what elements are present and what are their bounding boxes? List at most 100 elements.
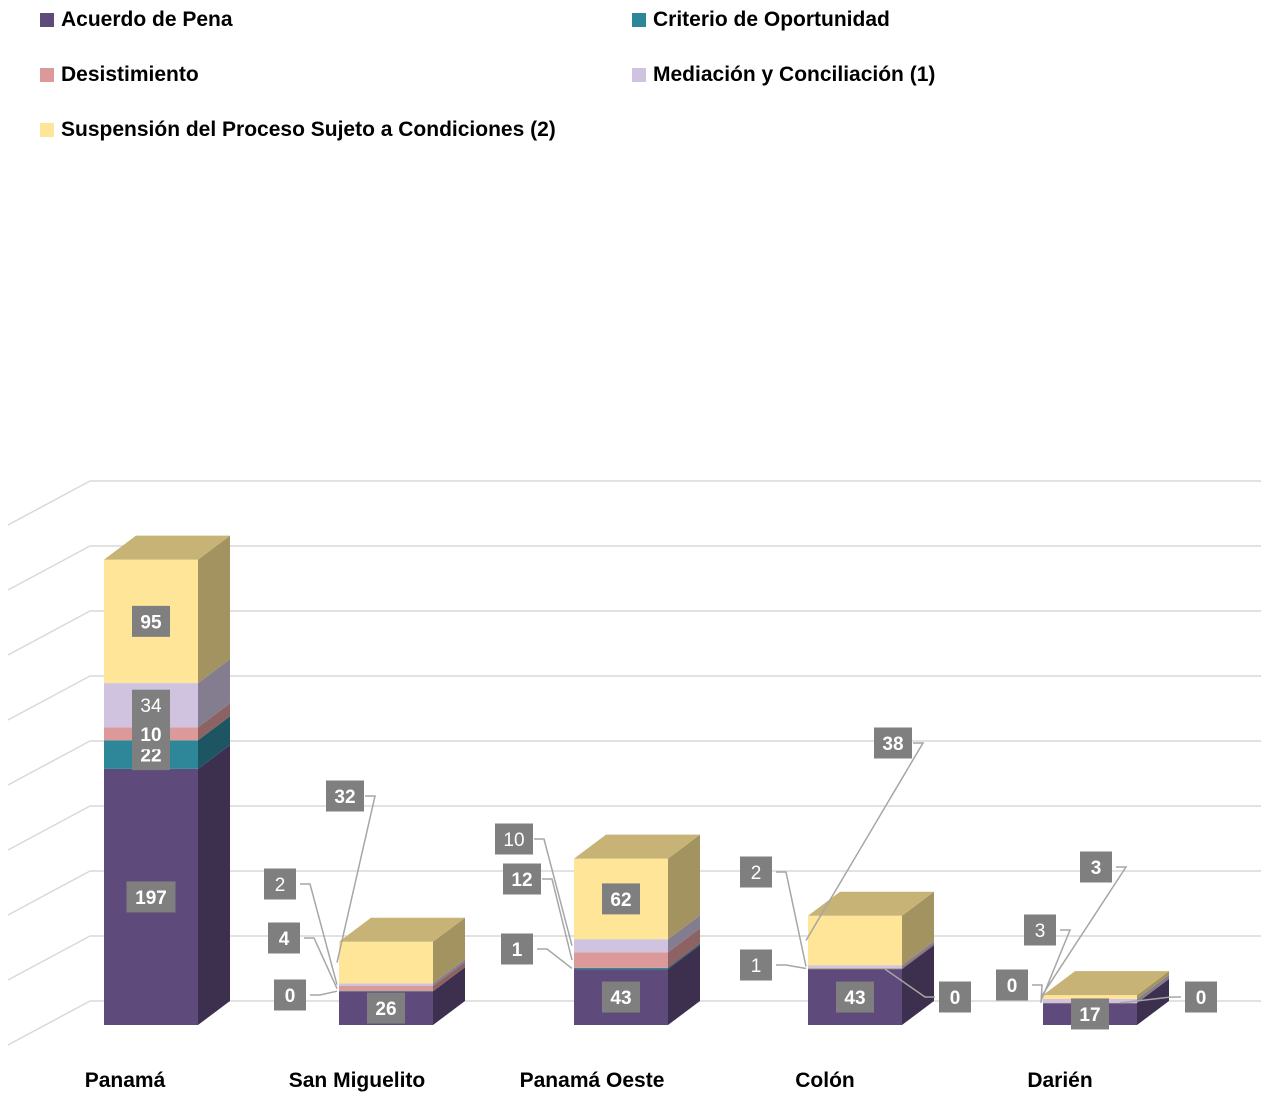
gridline-side-200 bbox=[7, 740, 91, 786]
category-label-panama: Panamá bbox=[85, 1069, 166, 1092]
data-label-suspension-del-proceso-sujeto-a-condiciones-2-colon: 38 bbox=[882, 734, 903, 755]
bar-side-suspension-del-proceso-sujeto-a-condiciones-2-darien bbox=[1137, 971, 1169, 999]
data-label-box-mediacion-y-conciliacion-1-colon bbox=[740, 856, 772, 888]
bar-top-colon bbox=[808, 891, 934, 916]
bar-side-mediacion-y-conciliacion-1-panama-oeste bbox=[668, 915, 700, 953]
data-label-criterio-de-oportunidad-darien: 0 bbox=[1196, 988, 1207, 1009]
data-label-box-criterio-de-oportunidad-san-miguelito bbox=[274, 979, 306, 1011]
bar-desistimiento-san-miguelito bbox=[339, 986, 433, 992]
category-label-san-miguelito: San Miguelito bbox=[289, 1069, 426, 1092]
gridline-side-300 bbox=[7, 610, 91, 656]
data-label-box-mediacion-y-conciliacion-1-panama bbox=[132, 689, 170, 721]
legend-item-acuerdo-de-pena: Acuerdo de Pena bbox=[40, 8, 233, 32]
bar-side-acuerdo-de-pena-colon bbox=[902, 945, 934, 1025]
bar-side-criterio-de-oportunidad-panama-oeste bbox=[668, 943, 700, 970]
data-label-criterio-de-oportunidad-panama: 22 bbox=[140, 746, 161, 767]
bar-side-mediacion-y-conciliacion-1-colon bbox=[902, 941, 934, 968]
data-label-box-acuerdo-de-pena-colon bbox=[836, 981, 874, 1013]
bar-side-desistimiento-panama-oeste bbox=[668, 928, 700, 968]
bar-side-mediacion-y-conciliacion-1-darien bbox=[1137, 975, 1169, 1003]
bar-desistimiento-panama-oeste bbox=[574, 952, 668, 968]
leader-line-suspension-del-proceso-sujeto-a-condiciones-2-darien bbox=[1040, 866, 1128, 998]
bar-side-criterio-de-oportunidad-panama bbox=[198, 716, 230, 769]
data-label-box-criterio-de-oportunidad-panama-oeste bbox=[501, 933, 533, 965]
category-label-darien: Darién bbox=[1027, 1069, 1092, 1092]
bar-side-mediacion-y-conciliacion-1-panama bbox=[198, 659, 230, 728]
legend-label-mediacion-y-conciliacion: Mediación y Conciliación (1) bbox=[653, 63, 936, 86]
leader-line-desistimiento-san-miguelito bbox=[304, 937, 338, 989]
leader-line-mediacion-y-conciliacion-1-colon bbox=[776, 871, 807, 967]
bar-desistimiento-colon bbox=[808, 967, 902, 970]
legend-swatch-suspension-del-proceso bbox=[40, 123, 54, 137]
data-label-mediacion-y-conciliacion-1-panama-oeste: 10 bbox=[503, 830, 524, 851]
data-label-box-acuerdo-de-pena-panama-oeste bbox=[602, 981, 640, 1013]
data-label-box-desistimiento-panama-oeste bbox=[503, 863, 541, 895]
data-label-suspension-del-proceso-sujeto-a-condiciones-2-panama-oeste: 62 bbox=[610, 890, 631, 911]
data-label-desistimiento-colon: 1 bbox=[751, 956, 762, 977]
data-label-box-criterio-de-oportunidad-colon bbox=[939, 981, 971, 1013]
gridline-side-400 bbox=[7, 480, 91, 526]
bar-side-suspension-del-proceso-sujeto-a-condiciones-2-colon bbox=[902, 891, 934, 966]
leader-line-mediacion-y-conciliacion-1-san-miguelito bbox=[300, 883, 338, 985]
data-label-mediacion-y-conciliacion-1-colon: 2 bbox=[751, 863, 762, 884]
data-label-box-acuerdo-de-pena-san-miguelito bbox=[367, 992, 405, 1024]
legend-label-criterio-de-oportunidad: Criterio de Oportunidad bbox=[653, 8, 890, 31]
bar-criterio-de-oportunidad-panama-oeste bbox=[574, 967, 668, 970]
data-label-criterio-de-oportunidad-san-miguelito: 0 bbox=[285, 986, 296, 1007]
bar-suspension-del-proceso-sujeto-a-condiciones-2-colon bbox=[808, 915, 902, 966]
bar-suspension-del-proceso-sujeto-a-condiciones-2-san-miguelito bbox=[339, 941, 433, 984]
data-label-acuerdo-de-pena-colon: 43 bbox=[844, 988, 865, 1009]
legend-label-desistimiento: Desistimiento bbox=[61, 63, 199, 86]
legend-label-suspension-del-proceso: Suspensión del Proceso Sujeto a Condicio… bbox=[61, 118, 556, 141]
gridline-side-0 bbox=[7, 1000, 91, 1046]
legend: Acuerdo de Pena Criterio de Oportunidad … bbox=[0, 0, 1261, 150]
leader-line-suspension-del-proceso-sujeto-a-condiciones-2-colon bbox=[805, 742, 925, 941]
bar-mediacion-y-conciliacion-1-san-miguelito bbox=[339, 983, 433, 986]
data-label-acuerdo-de-pena-panama: 197 bbox=[135, 888, 167, 909]
data-label-box-mediacion-y-conciliacion-1-san-miguelito bbox=[264, 868, 296, 900]
bar-mediacion-y-conciliacion-1-panama-oeste bbox=[574, 939, 668, 953]
leader-line-criterio-de-oportunidad-san-miguelito bbox=[310, 990, 338, 996]
legend-swatch-criterio-de-oportunidad bbox=[632, 13, 646, 27]
data-label-box-suspension-del-proceso-sujeto-a-condiciones-2-darien bbox=[1080, 851, 1112, 883]
legend-label-acuerdo-de-pena: Acuerdo de Pena bbox=[61, 8, 233, 31]
data-label-mediacion-y-conciliacion-1-panama: 34 bbox=[140, 696, 162, 717]
data-label-mediacion-y-conciliacion-1-darien: 3 bbox=[1035, 921, 1046, 942]
leader-line-suspension-del-proceso-sujeto-a-condiciones-2-san-miguelito bbox=[336, 795, 376, 963]
data-label-box-desistimiento-panama bbox=[132, 718, 170, 750]
category-label-colon: Colón bbox=[795, 1069, 854, 1092]
data-label-desistimiento-panama: 10 bbox=[140, 725, 161, 746]
gridline-side-350 bbox=[7, 545, 91, 591]
data-label-mediacion-y-conciliacion-1-san-miguelito: 2 bbox=[275, 875, 286, 896]
data-label-desistimiento-panama-oeste: 12 bbox=[511, 870, 532, 891]
data-label-box-criterio-de-oportunidad-darien bbox=[1185, 981, 1217, 1013]
data-label-suspension-del-proceso-sujeto-a-condiciones-2-san-miguelito: 32 bbox=[334, 787, 355, 808]
bar-side-acuerdo-de-pena-panama-oeste bbox=[668, 945, 700, 1025]
data-label-box-acuerdo-de-pena-panama bbox=[126, 881, 176, 913]
legend-item-mediacion-y-conciliacion: Mediación y Conciliación (1) bbox=[632, 63, 935, 87]
leader-line-criterio-de-oportunidad-panama-oeste bbox=[537, 948, 573, 970]
data-label-suspension-del-proceso-sujeto-a-condiciones-2-panama: 95 bbox=[140, 612, 162, 633]
bar-side-desistimiento-panama bbox=[198, 703, 230, 741]
data-label-box-desistimiento-darien bbox=[996, 969, 1028, 1001]
bar-side-desistimiento-colon bbox=[902, 943, 934, 970]
data-label-box-mediacion-y-conciliacion-1-darien bbox=[1024, 914, 1056, 946]
bar-mediacion-y-conciliacion-1-colon bbox=[808, 965, 902, 968]
leader-line-criterio-de-oportunidad-darien bbox=[1119, 996, 1181, 1004]
leader-line-criterio-de-oportunidad-colon bbox=[884, 968, 935, 998]
bar-top-panama bbox=[104, 535, 230, 560]
data-label-criterio-de-oportunidad-panama-oeste: 1 bbox=[512, 940, 523, 961]
category-label-panama-oeste: Panamá Oeste bbox=[520, 1069, 665, 1092]
leader-line-desistimiento-panama-oeste bbox=[542, 878, 573, 961]
bar-top-san-miguelito bbox=[339, 917, 465, 942]
legend-swatch-acuerdo-de-pena bbox=[40, 13, 54, 27]
data-label-box-suspension-del-proceso-sujeto-a-condiciones-2-panama-oeste bbox=[602, 883, 640, 915]
data-label-acuerdo-de-pena-darien: 17 bbox=[1079, 1005, 1100, 1026]
gridline-side-50 bbox=[7, 935, 91, 981]
bar-top-darien bbox=[1043, 971, 1169, 996]
data-label-box-suspension-del-proceso-sujeto-a-condiciones-2-panama bbox=[132, 605, 170, 637]
legend-swatch-mediacion-y-conciliacion bbox=[632, 68, 646, 82]
data-label-box-acuerdo-de-pena-darien bbox=[1071, 998, 1109, 1030]
bar-suspension-del-proceso-sujeto-a-condiciones-2-darien bbox=[1043, 995, 1137, 999]
